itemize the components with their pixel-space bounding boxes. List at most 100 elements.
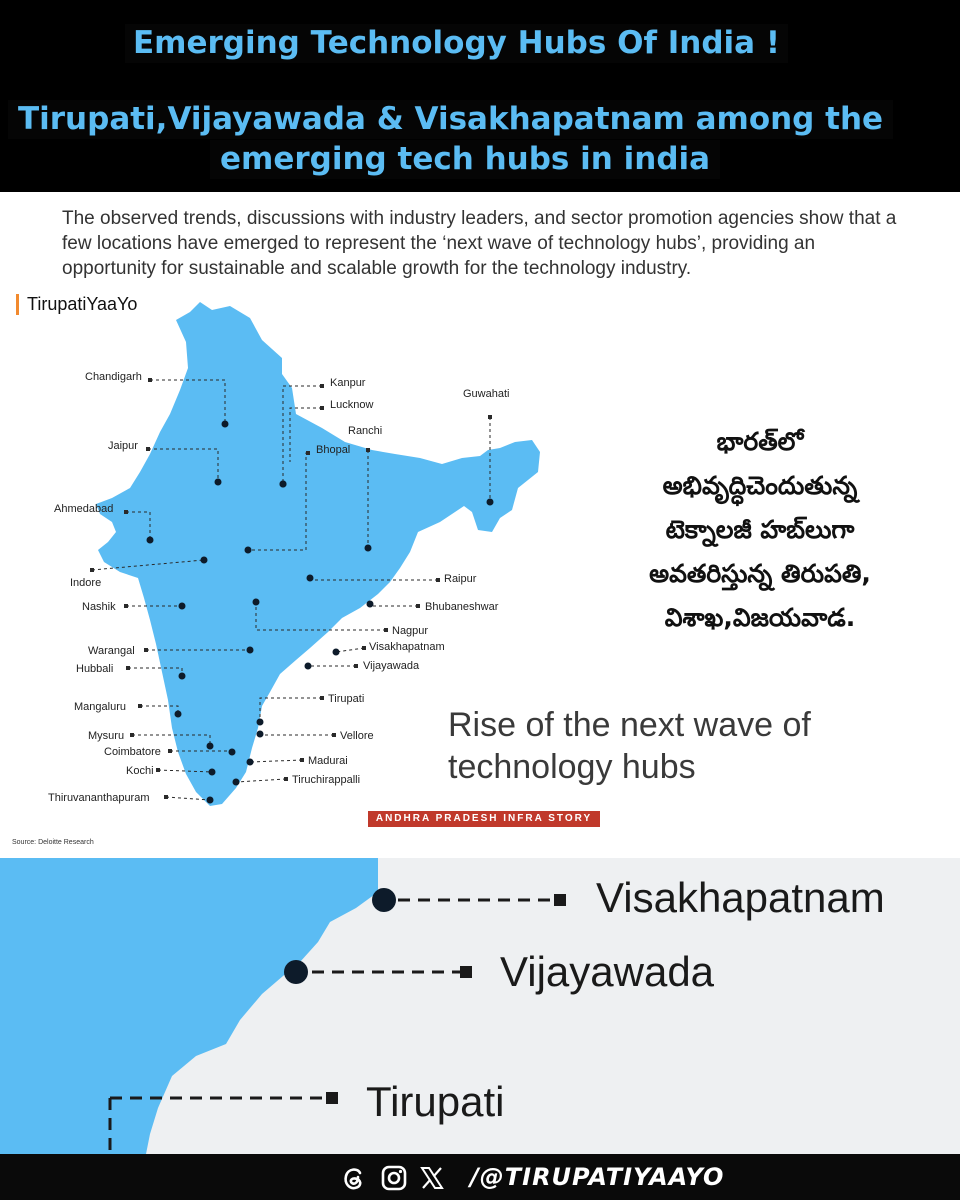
lucknow-city-label: Lucknow xyxy=(330,399,373,411)
vijayawada-city-label: Vijayawada xyxy=(363,660,420,672)
telugu-line-3: టెక్నాలజీ హబ్‌లుగా xyxy=(665,515,855,544)
chandigarh-city-dot[interactable] xyxy=(221,420,229,428)
lucknow-leader-end xyxy=(320,406,324,410)
tirupati-zoom-label: Tirupati xyxy=(366,1078,505,1125)
mysuru-city-dot[interactable] xyxy=(206,742,214,750)
indore-city-label: Indore xyxy=(70,577,101,589)
instagram-icon[interactable] xyxy=(380,1164,408,1192)
threads-icon[interactable] xyxy=(340,1164,368,1192)
guwahati-leader-end xyxy=(488,415,492,419)
x-icon[interactable] xyxy=(418,1164,446,1192)
visakhapatnam-city-dot[interactable] xyxy=(332,648,340,656)
visakhapatnam-leader-line xyxy=(335,647,365,653)
kochi-leader-end xyxy=(156,768,160,772)
intro-paragraph: The observed trends, discussions with in… xyxy=(62,208,897,279)
guwahati-city-dot[interactable] xyxy=(486,498,494,506)
nashik-city-dot[interactable] xyxy=(178,602,186,610)
bhopal-leader-end xyxy=(306,451,310,455)
ahmedabad-leader-end xyxy=(124,510,128,514)
nagpur-leader-line xyxy=(255,602,386,631)
bhubaneshwar-city-label: Bhubaneshwar xyxy=(425,601,499,613)
tirupati-city-dot[interactable] xyxy=(256,718,264,726)
chandigarh-leader-line xyxy=(150,379,226,424)
mangaluru-city-dot[interactable] xyxy=(174,710,182,718)
tiruchirappalli-city-dot[interactable] xyxy=(232,778,240,786)
hubbali-city-dot[interactable] xyxy=(178,672,186,680)
visakhapatnam-city-label: Visakhapatnam xyxy=(369,641,445,653)
tirupati-leader-end xyxy=(320,696,324,700)
india-land-shape xyxy=(96,302,540,806)
mysuru-city-label: Mysuru xyxy=(88,730,124,742)
footer-bar: /@TIRUPATIYAAYO xyxy=(0,1154,960,1200)
tirupati-city-label: Tirupati xyxy=(328,693,364,705)
social-handle[interactable]: /@TIRUPATIYAAYO xyxy=(470,1163,725,1191)
bhopal-city-dot[interactable] xyxy=(244,546,252,554)
coimbatore-city-dot[interactable] xyxy=(228,748,236,756)
kochi-city-dot[interactable] xyxy=(208,768,216,776)
telugu-line-2: అభివృద్ధిచెందుతున్న xyxy=(662,471,858,500)
telugu-line-4: అవతరిస్తున్న తిరుపతి, xyxy=(649,559,871,588)
thiruvananthapuram-city-dot[interactable] xyxy=(206,796,214,804)
jaipur-city-label: Jaipur xyxy=(108,440,138,452)
city-markers-layer: Chandigarh Kanpur Lucknow Guwahati Ranchi Bho… xyxy=(48,371,509,804)
nashik-city-label: Nashik xyxy=(82,601,116,613)
telugu-line-5: విశాఖ,విజయవాడ. xyxy=(664,603,856,632)
warangal-leader-end xyxy=(144,648,148,652)
hubbali-leader-end xyxy=(126,666,130,670)
chandigarh-city-label: Chandigarh xyxy=(85,371,142,383)
mangaluru-city-label: Mangaluru xyxy=(74,701,126,713)
ahmedabad-city-dot[interactable] xyxy=(146,536,154,544)
header: Emerging Technology Hubs Of India ! Tiru… xyxy=(0,0,960,192)
tiruchirappalli-city-label: Tiruchirappalli xyxy=(292,774,360,786)
tiruchirappalli-leader-line xyxy=(235,778,287,783)
raipur-city-dot[interactable] xyxy=(306,574,314,582)
warangal-city-label: Warangal xyxy=(88,645,135,657)
bhubaneshwar-leader-end xyxy=(416,604,420,608)
thiruvananthapuram-city-label: Thiruvananthapuram xyxy=(48,792,150,804)
coimbatore-city-label: Coimbatore xyxy=(104,746,161,758)
bhopal-city-label: Bhopal xyxy=(316,444,350,456)
chandigarh-leader-end xyxy=(148,378,152,382)
indore-leader-end xyxy=(90,568,94,572)
lucknow-city-dot[interactable] xyxy=(279,480,287,488)
madurai-city-dot[interactable] xyxy=(246,758,254,766)
guwahati-city-label: Guwahati xyxy=(463,388,509,400)
warangal-city-dot[interactable] xyxy=(246,646,254,654)
madurai-city-label: Madurai xyxy=(308,755,348,767)
nashik-leader-end xyxy=(124,604,128,608)
indore-leader-line xyxy=(91,559,205,571)
vellore-city-dot[interactable] xyxy=(256,730,264,738)
indore-city-dot[interactable] xyxy=(200,556,208,564)
ranchi-leader-end xyxy=(366,448,370,452)
madurai-leader-end xyxy=(300,758,304,762)
source-note: Source: Deloitte Research xyxy=(12,839,94,846)
tirupati-zoom-end xyxy=(326,1092,338,1104)
brand-label: TirupatiYaaYo xyxy=(16,294,137,315)
visakhapatnam-zoom-label: Visakhapatnam xyxy=(596,874,885,921)
hubbali-leader-line xyxy=(128,667,183,676)
bhubaneshwar-city-dot[interactable] xyxy=(366,600,374,608)
mysuru-leader-line xyxy=(132,734,211,746)
ahmedabad-leader-line xyxy=(126,511,151,540)
jaipur-leader-end xyxy=(146,447,150,451)
tiruchirappalli-leader-end xyxy=(284,777,288,781)
mangaluru-leader-end xyxy=(138,704,142,708)
nagpur-city-label: Nagpur xyxy=(392,625,428,637)
ahmedabad-city-label: Ahmedabad xyxy=(54,503,113,515)
vijayawada-zoom-end xyxy=(460,966,472,978)
kochi-city-label: Kochi xyxy=(126,765,154,777)
vijayawada-zoom-dot xyxy=(284,960,308,984)
raipur-leader-end xyxy=(436,578,440,582)
coimbatore-leader-end xyxy=(168,749,172,753)
rise-title: Rise of the next wave of technology hubs xyxy=(448,706,811,786)
jaipur-city-dot[interactable] xyxy=(214,478,222,486)
kanpur-leader-end xyxy=(320,384,324,388)
zoomed-map-detail: Visakhapatnam Vijayawada Tirupati xyxy=(0,858,960,1154)
madurai-leader-line xyxy=(249,759,303,763)
page-title: Emerging Technology Hubs Of India ! xyxy=(125,24,788,63)
ranchi-city-dot[interactable] xyxy=(364,544,372,552)
vijayawada-city-dot[interactable] xyxy=(304,662,312,670)
nagpur-city-dot[interactable] xyxy=(252,598,260,606)
raipur-city-label: Raipur xyxy=(444,573,477,585)
nagpur-leader-end xyxy=(384,628,388,632)
